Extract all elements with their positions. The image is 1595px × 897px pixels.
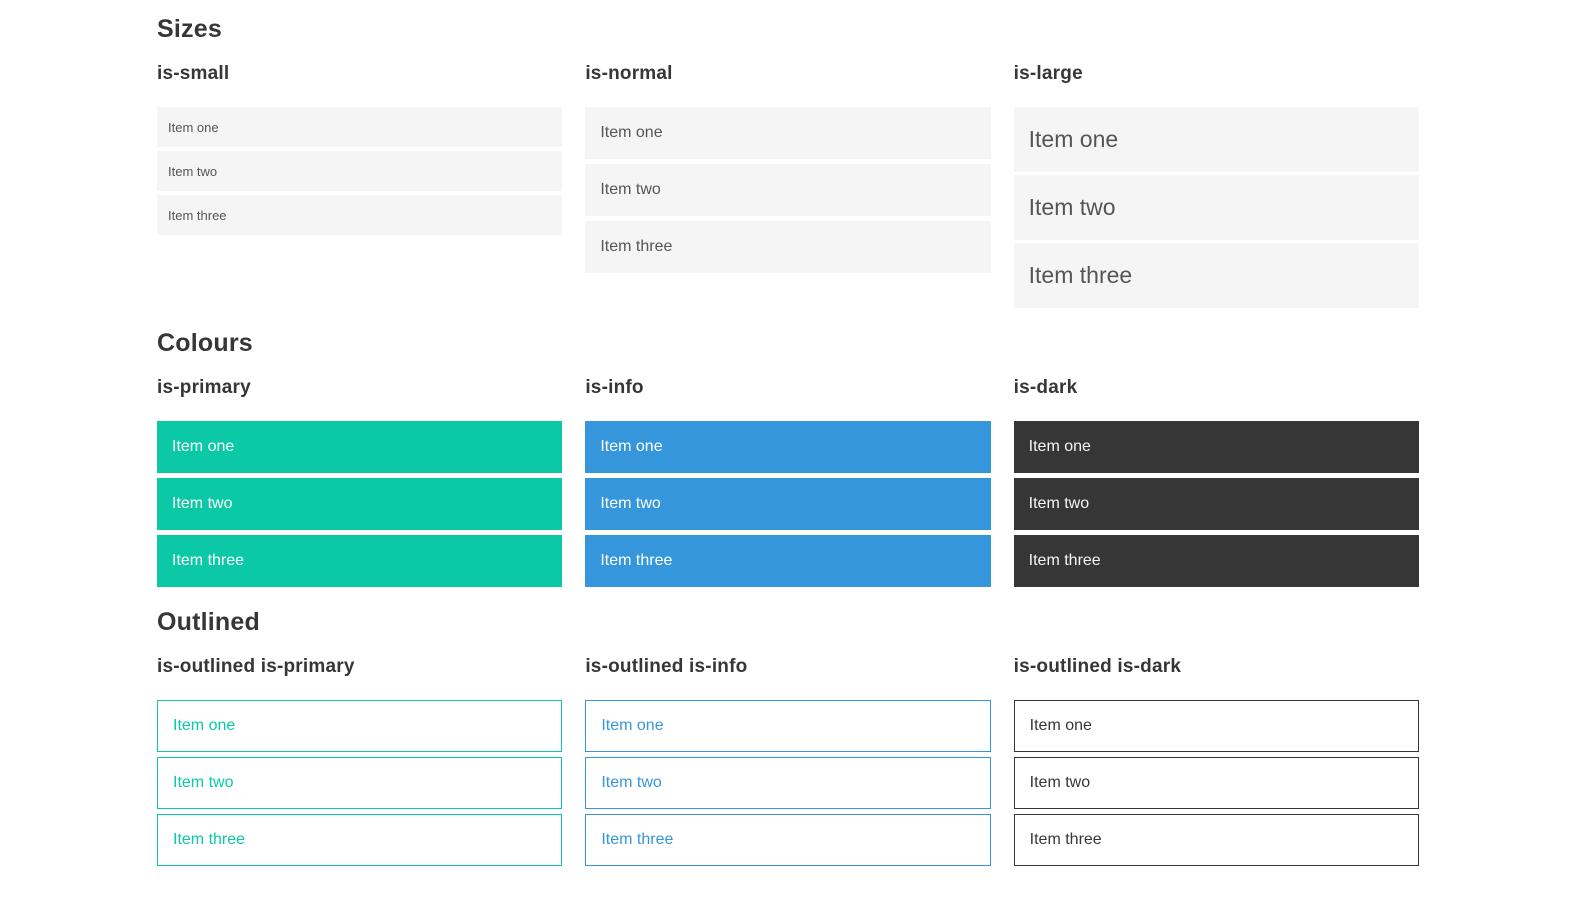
list-item: Item two [157,757,563,809]
list-item: Item two [585,478,991,530]
list-item: Item three [1013,814,1419,866]
variant-title: is-normal [585,63,673,84]
list-primary: Item one Item two Item three [157,421,563,587]
variant-title: is-outlined is-primary [157,656,355,677]
demo-section: Sizes is-small Item one Item two Item th… [157,14,1419,308]
list-outlined-info: Item one Item two Item three [585,700,991,866]
list-item: Item one [585,421,991,473]
list-item: Item three [1013,535,1419,587]
list-item: Item two [585,757,991,809]
section-title: Sizes [157,15,222,43]
list-item: Item one [1013,107,1419,172]
list-item: Item two [585,164,991,216]
section-title: Outlined [157,608,260,636]
variant-title: is-info [585,377,644,398]
list-item: Item one [157,107,563,147]
section-title: Colours [157,329,253,357]
list-item: Item one [585,107,991,159]
variant-column-dark: is-dark Item one Item two Item three [1013,376,1419,587]
variant-title: is-small [157,63,230,84]
list-dark: Item one Item two Item three [1013,421,1419,587]
list-small: Item one Item two Item three [157,107,563,235]
demo-section: Outlined is-outlined is-primary Item one… [157,607,1419,866]
list-item: Item three [1013,243,1419,308]
variant-title: is-primary [157,377,251,398]
list-item: Item three [585,221,991,273]
variant-title: is-outlined is-info [585,656,748,677]
variant-title: is-dark [1013,377,1078,398]
list-item: Item one [585,700,991,752]
list-item: Item two [157,478,563,530]
list-item: Item three [157,195,563,235]
list-info: Item one Item two Item three [585,421,991,587]
variant-columns: is-primary Item one Item two Item three … [157,376,1419,587]
list-outlined-dark: Item one Item two Item three [1013,700,1419,866]
demo-section: Colours is-primary Item one Item two Ite… [157,328,1419,587]
list-item: Item three [157,814,563,866]
variant-title: is-large [1013,63,1083,84]
variant-column-primary: is-primary Item one Item two Item three [157,376,563,587]
variant-column-normal: is-normal Item one Item two Item three [585,62,991,308]
variant-columns: is-outlined is-primary Item one Item two… [157,655,1419,866]
list-item: Item two [1013,175,1419,240]
list-item: Item one [157,421,563,473]
list-item: Item three [585,814,991,866]
variant-title: is-outlined is-dark [1013,656,1182,677]
list-item: Item two [157,151,563,191]
list-outlined-primary: Item one Item two Item three [157,700,563,866]
list-item: Item two [1013,757,1419,809]
list-normal: Item one Item two Item three [585,107,991,273]
variant-column-small: is-small Item one Item two Item three [157,62,563,308]
list-item: Item one [1013,421,1419,473]
list-item: Item three [585,535,991,587]
variant-column-outlined-info: is-outlined is-info Item one Item two It… [585,655,991,866]
variant-column-outlined-dark: is-outlined is-dark Item one Item two It… [1013,655,1419,866]
list-item: Item two [1013,478,1419,530]
list-item: Item one [1013,700,1419,752]
list-large: Item one Item two Item three [1013,107,1419,308]
list-item: Item one [157,700,563,752]
variant-column-large: is-large Item one Item two Item three [1013,62,1419,308]
variant-column-outlined-primary: is-outlined is-primary Item one Item two… [157,655,563,866]
list-item: Item three [157,535,563,587]
variant-columns: is-small Item one Item two Item three is… [157,62,1419,308]
variant-column-info: is-info Item one Item two Item three [585,376,991,587]
